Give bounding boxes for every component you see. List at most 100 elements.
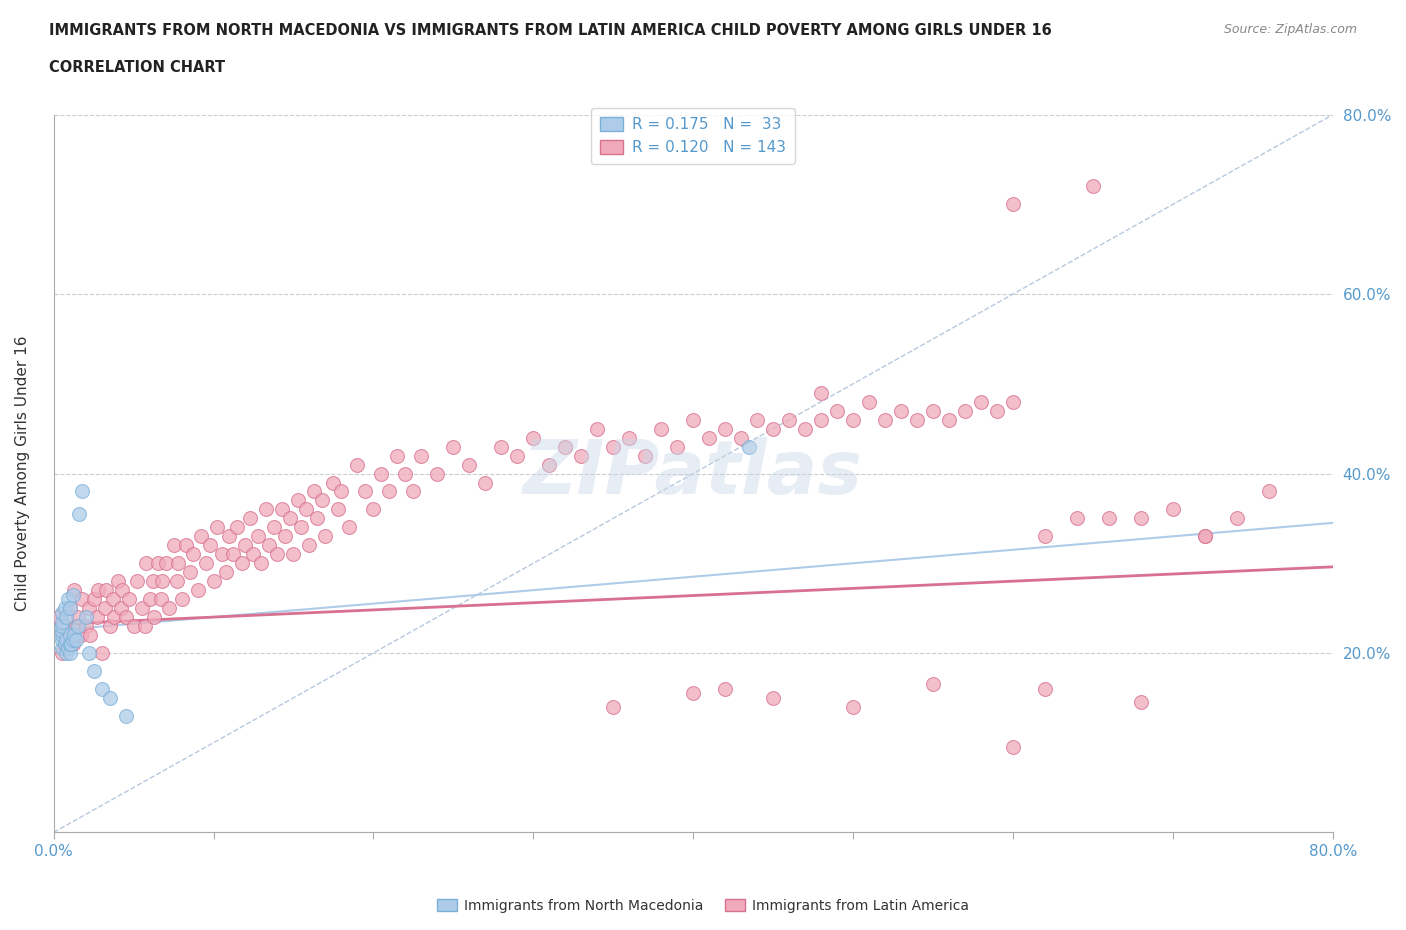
- Point: [190, 529, 212, 544]
- Point: [114, 610, 136, 625]
- Point: [65, 618, 87, 633]
- Point: [738, 439, 761, 454]
- Point: [142, 574, 165, 589]
- Legend: R = 0.175   N =  33, R = 0.120   N = 143: R = 0.175 N = 33, R = 0.120 N = 143: [591, 108, 796, 164]
- Point: [59, 601, 82, 616]
- Point: [682, 412, 704, 427]
- Point: [666, 439, 689, 454]
- Point: [94, 601, 117, 616]
- Point: [186, 583, 208, 598]
- Point: [1257, 484, 1279, 498]
- Point: [387, 448, 409, 463]
- Point: [51, 645, 73, 660]
- Point: [90, 682, 112, 697]
- Point: [287, 493, 309, 508]
- Point: [411, 448, 433, 463]
- Text: CORRELATION CHART: CORRELATION CHART: [49, 60, 225, 75]
- Point: [634, 448, 657, 463]
- Point: [1161, 502, 1184, 517]
- Point: [426, 466, 449, 481]
- Legend: Immigrants from North Macedonia, Immigrants from Latin America: Immigrants from North Macedonia, Immigra…: [432, 894, 974, 919]
- Point: [254, 502, 277, 517]
- Point: [458, 458, 481, 472]
- Point: [569, 448, 592, 463]
- Point: [506, 448, 529, 463]
- Point: [162, 538, 184, 552]
- Point: [83, 663, 105, 678]
- Point: [166, 574, 188, 589]
- Point: [75, 610, 97, 625]
- Point: [586, 421, 609, 436]
- Point: [211, 547, 233, 562]
- Point: [1066, 511, 1088, 525]
- Point: [107, 574, 129, 589]
- Point: [491, 439, 513, 454]
- Point: [125, 574, 148, 589]
- Point: [1098, 511, 1121, 525]
- Point: [98, 618, 121, 633]
- Text: ZIPatlas: ZIPatlas: [523, 437, 863, 510]
- Point: [283, 547, 305, 562]
- Point: [986, 404, 1008, 418]
- Point: [747, 412, 769, 427]
- Point: [146, 556, 169, 571]
- Point: [602, 699, 624, 714]
- Point: [842, 699, 865, 714]
- Point: [179, 565, 201, 579]
- Point: [59, 628, 82, 643]
- Point: [56, 591, 79, 606]
- Point: [143, 610, 166, 625]
- Point: [650, 421, 672, 436]
- Point: [298, 538, 321, 552]
- Point: [51, 628, 73, 643]
- Point: [114, 709, 136, 724]
- Point: [170, 591, 193, 606]
- Point: [149, 591, 172, 606]
- Point: [250, 556, 273, 571]
- Point: [118, 591, 141, 606]
- Point: [266, 547, 288, 562]
- Point: [231, 556, 253, 571]
- Point: [970, 394, 993, 409]
- Point: [86, 610, 108, 625]
- Point: [135, 556, 157, 571]
- Point: [200, 538, 222, 552]
- Point: [194, 556, 217, 571]
- Point: [714, 682, 737, 697]
- Point: [62, 587, 84, 602]
- Point: [330, 484, 353, 498]
- Point: [554, 439, 576, 454]
- Point: [271, 502, 294, 517]
- Point: [328, 502, 350, 517]
- Point: [77, 645, 100, 660]
- Point: [51, 632, 73, 647]
- Point: [697, 431, 720, 445]
- Point: [77, 601, 100, 616]
- Point: [1226, 511, 1249, 525]
- Point: [131, 601, 153, 616]
- Point: [274, 529, 297, 544]
- Point: [63, 583, 86, 598]
- Point: [96, 583, 118, 598]
- Point: [63, 628, 86, 643]
- Point: [402, 484, 425, 498]
- Point: [825, 404, 848, 418]
- Point: [53, 601, 76, 616]
- Point: [65, 632, 87, 647]
- Point: [66, 618, 89, 633]
- Point: [55, 645, 77, 660]
- Text: IMMIGRANTS FROM NORTH MACEDONIA VS IMMIGRANTS FROM LATIN AMERICA CHILD POVERTY A: IMMIGRANTS FROM NORTH MACEDONIA VS IMMIG…: [49, 23, 1052, 38]
- Point: [167, 556, 190, 571]
- Point: [111, 583, 134, 598]
- Point: [51, 618, 73, 633]
- Point: [55, 610, 77, 625]
- Point: [346, 458, 368, 472]
- Point: [110, 601, 132, 616]
- Point: [181, 547, 204, 562]
- Point: [155, 556, 177, 571]
- Point: [938, 412, 960, 427]
- Point: [307, 511, 329, 525]
- Point: [205, 520, 228, 535]
- Point: [890, 404, 912, 418]
- Point: [682, 686, 704, 701]
